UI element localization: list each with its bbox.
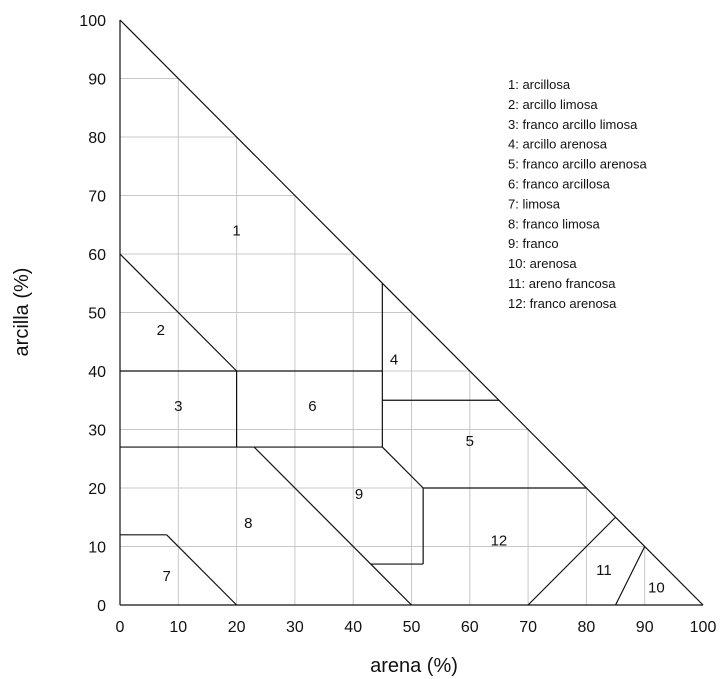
y-tick-label: 10 [88, 540, 106, 557]
x-tick-label: 70 [519, 619, 537, 636]
boundary-line [615, 546, 646, 606]
grid-lines [120, 78, 646, 605]
y-tick-label: 30 [88, 423, 106, 440]
y-tick-label: 20 [88, 481, 106, 498]
legend-item: 7: limosa [508, 196, 561, 211]
legend-item: 2: arcillo limosa [508, 97, 598, 112]
region-label: 12 [491, 533, 508, 550]
region-label: 9 [355, 486, 363, 503]
x-tick-label: 90 [636, 619, 654, 636]
x-tick-label: 30 [286, 619, 304, 636]
boundary-line [381, 446, 424, 489]
y-axis-title: arcilla (%) [11, 268, 33, 357]
legend: 1: arcillosa 2: arcillo limosa 3: franco a… [508, 77, 648, 311]
legend-item: 1: arcillosa [508, 77, 571, 92]
x-tick-label: 100 [690, 619, 717, 636]
region-label: 4 [390, 351, 398, 368]
y-tick-label: 0 [97, 598, 106, 615]
x-tick-labels: 0 10 20 30 40 50 60 70 80 90 100 [116, 619, 717, 636]
x-tick-label: 60 [461, 619, 479, 636]
boundary-line [253, 446, 412, 606]
x-tick-label: 20 [228, 619, 246, 636]
boundary-line [166, 534, 238, 606]
y-tick-label: 40 [88, 364, 106, 381]
diagonal-boundary [119, 19, 704, 606]
y-tick-label: 60 [88, 247, 106, 264]
region-label: 8 [244, 515, 252, 532]
legend-item: 11: areno francosa [508, 276, 616, 291]
legend-item: 5: franco arcillo arenosa [508, 157, 648, 172]
region-label: 5 [466, 433, 474, 450]
boundary-line [119, 253, 238, 372]
x-tick-label: 10 [169, 619, 187, 636]
legend-item: 3: franco arcillo limosa [508, 117, 638, 132]
region-label: 3 [174, 398, 182, 415]
class-boundaries [119, 253, 646, 606]
legend-item: 9: franco [508, 236, 559, 251]
y-tick-label: 80 [88, 130, 106, 147]
region-label: 7 [162, 568, 170, 585]
legend-item: 4: arcillo arenosa [508, 137, 608, 152]
x-axis-title: arena (%) [370, 655, 458, 677]
x-tick-label: 80 [578, 619, 596, 636]
legend-item: 8: franco limosa [508, 216, 601, 231]
x-tick-label: 50 [403, 619, 421, 636]
x-tick-label: 0 [116, 619, 125, 636]
y-tick-label: 50 [88, 306, 106, 323]
legend-item: 10: arenosa [508, 256, 577, 271]
region-label: 11 [596, 562, 612, 579]
region-label: 10 [648, 579, 665, 596]
legend-item: 12: franco arenosa [508, 296, 617, 311]
y-tick-labels: 0 10 20 30 40 50 60 70 80 90 100 [79, 13, 106, 615]
boundary-line [527, 516, 616, 606]
region-label: 1 [232, 223, 240, 240]
legend-item: 6: franco arcillosa [508, 177, 611, 192]
y-tick-label: 70 [88, 189, 106, 206]
y-tick-label: 90 [88, 72, 106, 89]
y-tick-label: 100 [79, 13, 106, 30]
x-tick-label: 40 [344, 619, 362, 636]
region-label: 6 [308, 398, 316, 415]
region-label: 2 [157, 322, 165, 339]
